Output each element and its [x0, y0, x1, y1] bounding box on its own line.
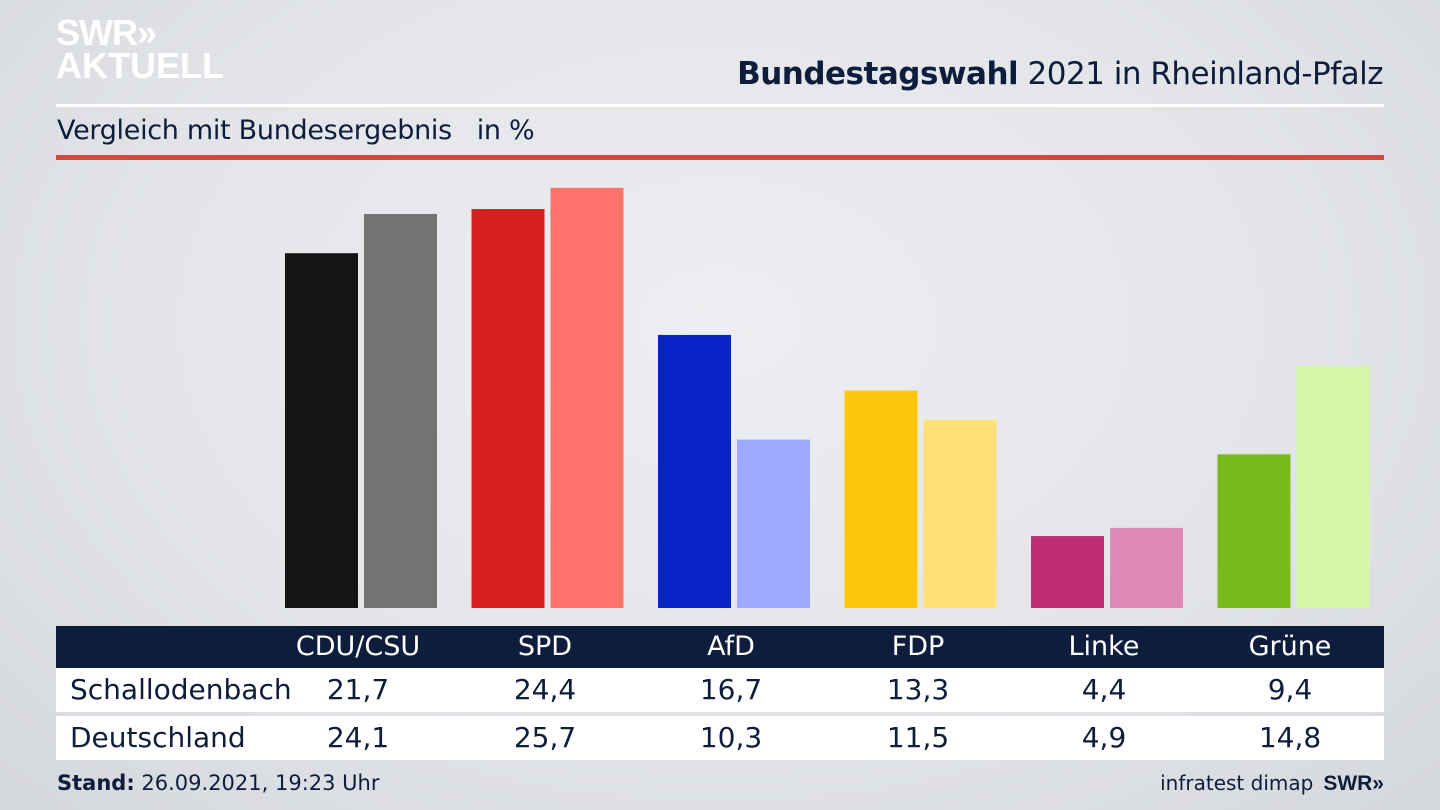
header-linke: Linke — [1068, 631, 1140, 662]
swr-logo: SWR» — [1323, 772, 1384, 795]
title-divider — [56, 104, 1384, 107]
bar-afd-deutschland — [737, 439, 810, 608]
chart-subtitle: Vergleich mit Bundesergebnis in % — [57, 115, 535, 146]
table-cell: 9,4 — [1267, 673, 1313, 706]
stand-value: 26.09.2021, 19:23 Uhr — [134, 771, 380, 795]
source-credit: infratest dimap SWR» — [1160, 771, 1384, 796]
title-bold: Bundestagswahl — [737, 56, 1019, 92]
bar-grüne-schallodenbach — [1217, 454, 1291, 608]
timestamp: Stand: 26.09.2021, 19:23 Uhr — [57, 771, 380, 795]
header-afd: AfD — [707, 631, 755, 662]
bar-chart — [285, 187, 1370, 608]
bar-linke-schallodenbach — [1031, 536, 1104, 608]
logo-line-2: AKTUELL — [56, 45, 224, 86]
table-cell: 24,4 — [513, 673, 577, 706]
accent-divider — [56, 155, 1384, 160]
table-cell: 14,8 — [1258, 721, 1322, 754]
table-header: CDU/CSU SPD AfD FDP Linke Grüne — [56, 626, 1384, 668]
bar-spd-schallodenbach — [471, 209, 545, 608]
bar-spd-deutschland — [550, 187, 624, 608]
bar-linke-deutschland — [1110, 527, 1183, 608]
bar-cdu-csu-deutschland — [364, 213, 437, 608]
table-cell: 4,4 — [1081, 673, 1127, 706]
bar-fdp-schallodenbach — [844, 390, 918, 608]
bar-cdu-csu-schallodenbach — [285, 253, 358, 608]
header-cdu-csu: CDU/CSU — [295, 631, 421, 662]
source-name: infratest dimap — [1160, 771, 1314, 795]
table-cell: 24,1 — [326, 721, 390, 754]
title-rest: 2021 in Rheinland-Pfalz — [1018, 56, 1384, 92]
stand-label: Stand: — [57, 771, 135, 795]
header-fdp: FDP — [891, 631, 945, 662]
row-label: Schallodenbach — [70, 673, 292, 706]
header-spd: SPD — [517, 631, 573, 662]
page-title: Bundestagswahl 2021 in Rheinland-Pfalz — [737, 56, 1383, 92]
swr-aktuell-logo: SWR» AKTUELL — [56, 12, 224, 86]
logo-line-1: SWR» — [56, 12, 157, 53]
table-cell: 13,3 — [886, 673, 950, 706]
bar-afd-schallodenbach — [658, 334, 731, 608]
table-cell: 21,7 — [326, 673, 390, 706]
table-row: Schallodenbach 21,7 24,4 16,7 13,3 4,4 9… — [56, 668, 1384, 712]
results-table: CDU/CSU SPD AfD FDP Linke Grüne Schallod… — [56, 626, 1384, 760]
table-cell: 11,5 — [886, 721, 950, 754]
table-cell: 16,7 — [699, 673, 763, 706]
header-gruene: Grüne — [1248, 631, 1332, 662]
table-cell: 10,3 — [699, 721, 763, 754]
table-cell: 25,7 — [513, 721, 577, 754]
table-row: Deutschland 24,1 25,7 10,3 11,5 4,9 14,8 — [56, 716, 1384, 760]
row-label: Deutschland — [70, 721, 246, 754]
table-cell: 4,9 — [1081, 721, 1127, 754]
bar-grüne-deutschland — [1296, 366, 1370, 608]
bar-fdp-deutschland — [923, 419, 997, 608]
